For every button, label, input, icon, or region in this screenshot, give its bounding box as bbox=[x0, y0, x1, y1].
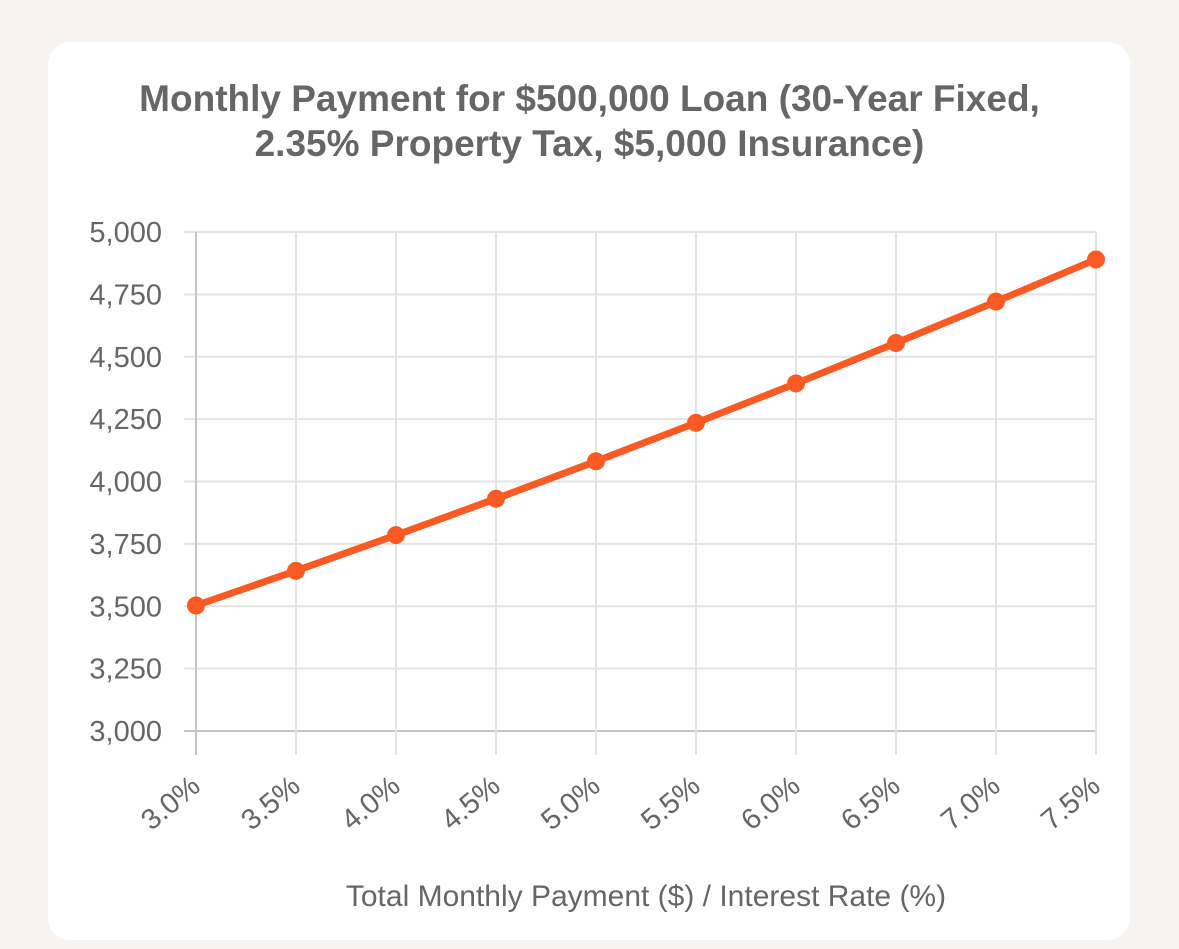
data-point[interactable] bbox=[287, 561, 305, 580]
x-tick-label: 4.5% bbox=[435, 770, 506, 837]
data-point[interactable] bbox=[987, 292, 1005, 311]
y-tick-label: 3,750 bbox=[89, 529, 162, 561]
data-point[interactable] bbox=[187, 596, 205, 615]
data-point[interactable] bbox=[587, 452, 605, 471]
x-tick-label: 5.0% bbox=[535, 770, 606, 837]
y-tick-label: 3,000 bbox=[89, 716, 162, 748]
x-tick-label: 4.0% bbox=[335, 770, 406, 837]
data-point[interactable] bbox=[1087, 250, 1105, 269]
data-point[interactable] bbox=[787, 374, 805, 393]
x-tick-label: 6.5% bbox=[835, 770, 906, 837]
x-tick-label: 6.0% bbox=[735, 770, 806, 837]
x-tick-label: 3.0% bbox=[135, 770, 206, 837]
y-tick-label: 3,500 bbox=[89, 591, 162, 623]
x-tick-label: 7.5% bbox=[1035, 770, 1106, 837]
x-axis-label: Total Monthly Payment ($) / Interest Rat… bbox=[346, 880, 946, 913]
data-point[interactable] bbox=[487, 489, 505, 508]
chart-card bbox=[48, 42, 1130, 940]
chart-title: Monthly Payment for $500,000 Loan (30-Ye… bbox=[139, 78, 1040, 164]
y-tick-label: 4,750 bbox=[89, 279, 162, 311]
y-tick-label: 4,250 bbox=[89, 404, 162, 436]
y-tick-label: 4,500 bbox=[89, 342, 162, 374]
series-line bbox=[192, 255, 1100, 610]
data-point[interactable] bbox=[387, 526, 405, 545]
x-tick-label: 7.0% bbox=[935, 770, 1006, 837]
data-point[interactable] bbox=[887, 334, 905, 353]
series-layer bbox=[187, 250, 1105, 615]
y-tick-label: 5,000 bbox=[89, 217, 162, 249]
y-axis-ticks: 3,000 3,250 3,500 3,750 4,000 4,250 4,500 4,750… bbox=[89, 217, 162, 748]
grid-lines bbox=[184, 231, 1097, 755]
x-tick-label: 5.5% bbox=[635, 770, 706, 837]
x-axis-ticks: 3.0% 3.5% 4.0% 4.5% 5.0% 5.5% 6.0% 6.5% 7.0% 7.5% bbox=[135, 770, 1106, 837]
y-tick-label: 4,000 bbox=[89, 467, 162, 499]
data-point[interactable] bbox=[687, 413, 705, 432]
y-tick-label: 3,250 bbox=[89, 654, 162, 686]
x-tick-label: 3.5% bbox=[235, 770, 306, 837]
